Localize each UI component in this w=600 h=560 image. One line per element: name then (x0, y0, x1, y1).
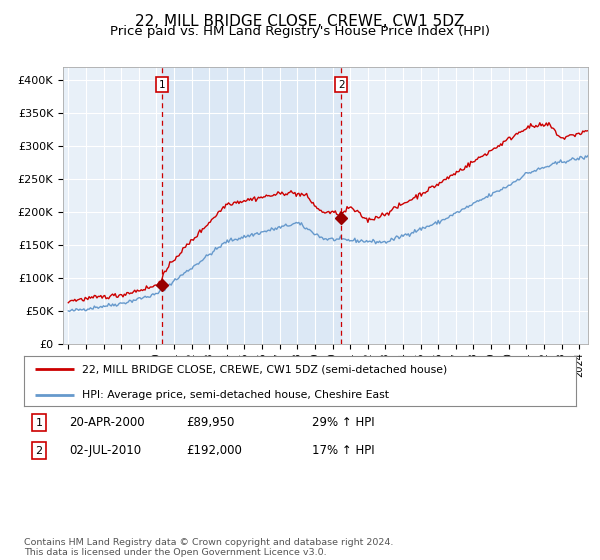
Text: 02-JUL-2010: 02-JUL-2010 (69, 444, 141, 458)
Text: 29% ↑ HPI: 29% ↑ HPI (312, 416, 374, 430)
Text: 20-APR-2000: 20-APR-2000 (69, 416, 145, 430)
Text: 1: 1 (35, 418, 43, 428)
Text: £89,950: £89,950 (186, 416, 235, 430)
Text: 22, MILL BRIDGE CLOSE, CREWE, CW1 5DZ: 22, MILL BRIDGE CLOSE, CREWE, CW1 5DZ (136, 14, 464, 29)
Bar (162, 67, 341, 344)
Text: £192,000: £192,000 (186, 444, 242, 458)
Text: Contains HM Land Registry data © Crown copyright and database right 2024.
This d: Contains HM Land Registry data © Crown c… (24, 538, 394, 557)
Text: Price paid vs. HM Land Registry's House Price Index (HPI): Price paid vs. HM Land Registry's House … (110, 25, 490, 38)
Text: HPI: Average price, semi-detached house, Cheshire East: HPI: Average price, semi-detached house,… (82, 390, 389, 400)
Text: 2: 2 (338, 80, 344, 90)
Text: 17% ↑ HPI: 17% ↑ HPI (312, 444, 374, 458)
Text: 22, MILL BRIDGE CLOSE, CREWE, CW1 5DZ (semi-detached house): 22, MILL BRIDGE CLOSE, CREWE, CW1 5DZ (s… (82, 364, 447, 374)
Text: 2: 2 (35, 446, 43, 456)
Text: 1: 1 (158, 80, 165, 90)
